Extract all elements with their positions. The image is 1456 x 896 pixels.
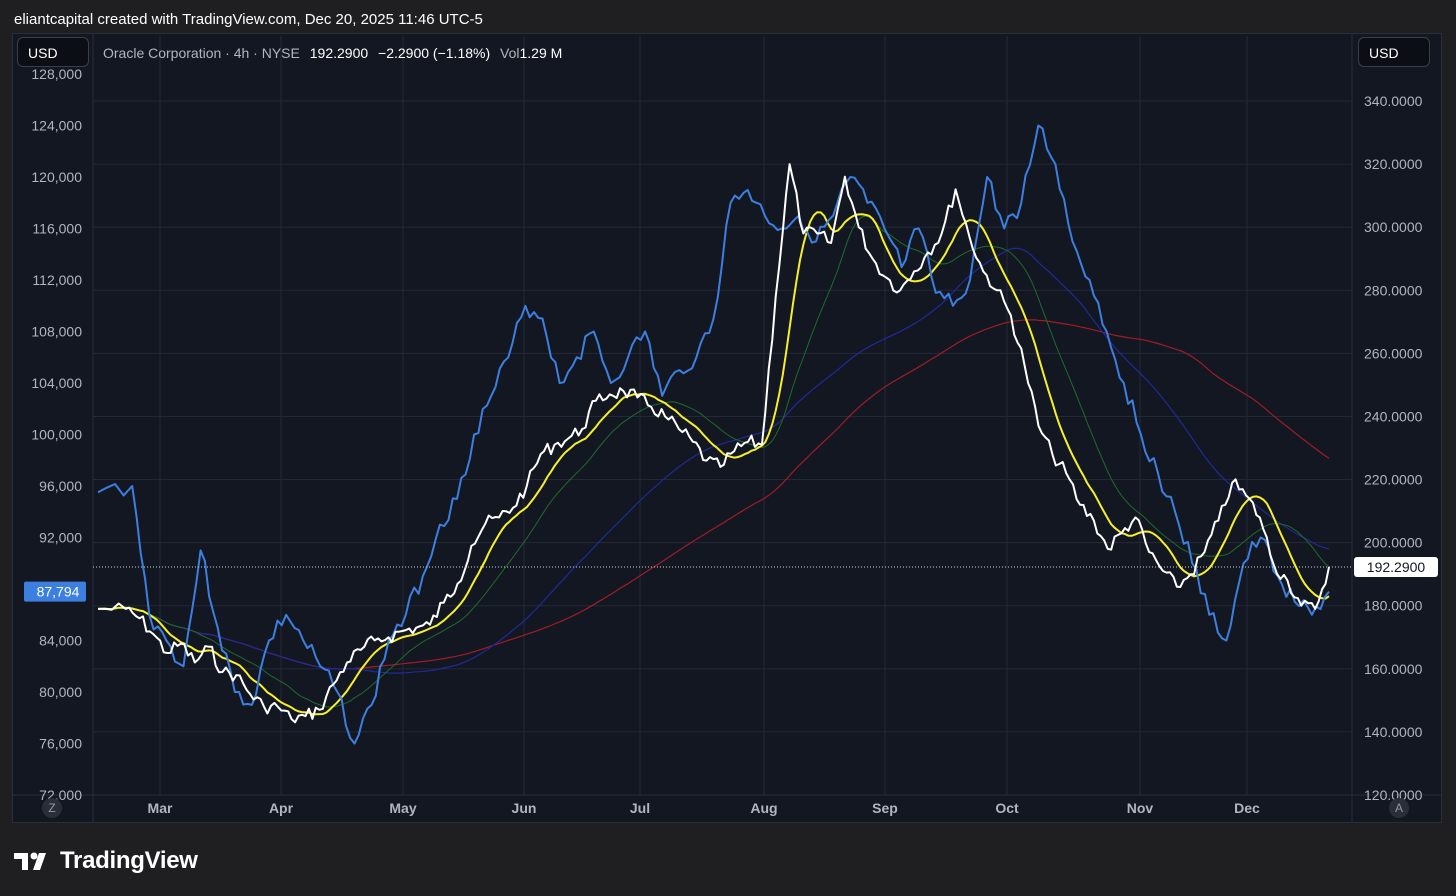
right-axis-ticks: 120.0000 140.0000 160.0000 180.0000 200.0000… xyxy=(1364,93,1423,803)
right-axis-tick-label: 200.0000 xyxy=(1364,535,1423,551)
left-axis-tick-label: 76,000 xyxy=(39,736,82,752)
price-series xyxy=(97,124,1330,745)
chart-caption: eliantcapital created with TradingView.c… xyxy=(14,11,483,28)
left-axis-tick-label: 120,000 xyxy=(31,169,82,185)
ma-red-line xyxy=(97,319,1330,670)
brand-name: TradingView xyxy=(60,847,198,874)
x-axis-tick-label: Jul xyxy=(630,800,650,816)
right-axis-tick-label: 280.0000 xyxy=(1364,282,1423,298)
volume-label: Vol xyxy=(500,45,520,61)
x-axis-tick-label: Sep xyxy=(872,800,898,816)
symbol-name: Oracle Corporation · 4h · NYSE xyxy=(103,45,300,61)
right-axis-tick-label: 260.0000 xyxy=(1364,345,1423,361)
volume-value: 1.29 M xyxy=(519,45,563,61)
x-axis-tick-label: Dec xyxy=(1234,800,1260,816)
right-currency-button[interactable]: USD xyxy=(1358,37,1430,67)
ma-green-line xyxy=(97,215,1330,708)
current-price-marker: 192.2900 87,794 xyxy=(24,556,1438,602)
left-axis-tick-label: 128,000 xyxy=(31,66,82,82)
x-axis-tick-label: Oct xyxy=(995,800,1019,816)
x-axis-tick-label: Jun xyxy=(512,800,537,816)
btc-current-label: 87,794 xyxy=(37,584,80,600)
right-axis-tick-label: 340.0000 xyxy=(1364,93,1423,109)
right-axis-tick-label: 320.0000 xyxy=(1364,156,1423,172)
left-axis-tick-label: 100,000 xyxy=(31,427,82,443)
x-axis-tick-label: May xyxy=(389,800,416,816)
moving-averages xyxy=(97,211,1330,716)
x-axis-ticks: Mar Apr May Jun Jul Aug Sep Oct Nov Dec xyxy=(148,800,1261,816)
right-axis-tick-label: 180.0000 xyxy=(1364,598,1423,614)
last-price: 192.2900 xyxy=(309,45,369,61)
chart-panel[interactable] xyxy=(12,33,1442,823)
right-axis-tick-label: 120.0000 xyxy=(1364,787,1423,803)
timezone-button[interactable]: Z xyxy=(42,798,62,818)
btc-series-line xyxy=(97,124,1330,745)
left-axis-tick-label: 112,000 xyxy=(32,272,82,288)
orcl-series-line xyxy=(97,163,1330,724)
btc-current-badge xyxy=(24,581,86,602)
left-axis-tick-label: 108,000 xyxy=(31,324,82,340)
tradingview-logo-icon xyxy=(14,852,46,870)
right-axis-tick-label: 160.0000 xyxy=(1364,661,1423,677)
x-axis-tick-label: Aug xyxy=(750,800,777,816)
x-axis-tick-label: Nov xyxy=(1127,800,1154,816)
left-axis-tick-label: 84,000 xyxy=(39,633,82,649)
x-axis-tick-label: Mar xyxy=(148,800,173,816)
right-axis-tick-label: 140.0000 xyxy=(1364,724,1423,740)
symbol-legend: Oracle Corporation · 4h · NYSE 192.2900 … xyxy=(103,45,562,61)
left-currency-button[interactable]: USD xyxy=(17,37,89,67)
price-change: −2.2900 (−1.18%) xyxy=(378,45,491,61)
ma-yellow-line xyxy=(97,211,1330,716)
left-axis-tick-label: 80,000 xyxy=(39,684,82,700)
right-axis-tick-label: 220.0000 xyxy=(1364,472,1423,488)
current-price-badge xyxy=(1354,556,1438,577)
left-axis-tick-label: 96,000 xyxy=(39,478,82,494)
ma-navy-line xyxy=(97,247,1330,674)
left-axis-tick-label: 92,000 xyxy=(39,530,82,546)
left-axis-tick-label: 116,000 xyxy=(32,221,82,237)
tradingview-logo: TradingView xyxy=(14,846,198,876)
current-price-label: 192.2900 xyxy=(1367,559,1426,575)
right-axis-tick-label: 240.0000 xyxy=(1364,408,1423,424)
left-axis-ticks: 72,00076,00080,00084,00088,00092,00096,0… xyxy=(31,66,82,803)
auto-scale-button[interactable]: A xyxy=(1389,798,1409,818)
right-axis-tick-label: 300.0000 xyxy=(1364,219,1423,235)
left-axis-tick-label: 104,000 xyxy=(31,375,82,391)
x-axis-tick-label: Apr xyxy=(269,800,294,816)
left-axis-tick-label: 124,000 xyxy=(31,118,82,134)
chart-grid xyxy=(93,36,1352,796)
right-axis-separator xyxy=(13,34,1441,822)
